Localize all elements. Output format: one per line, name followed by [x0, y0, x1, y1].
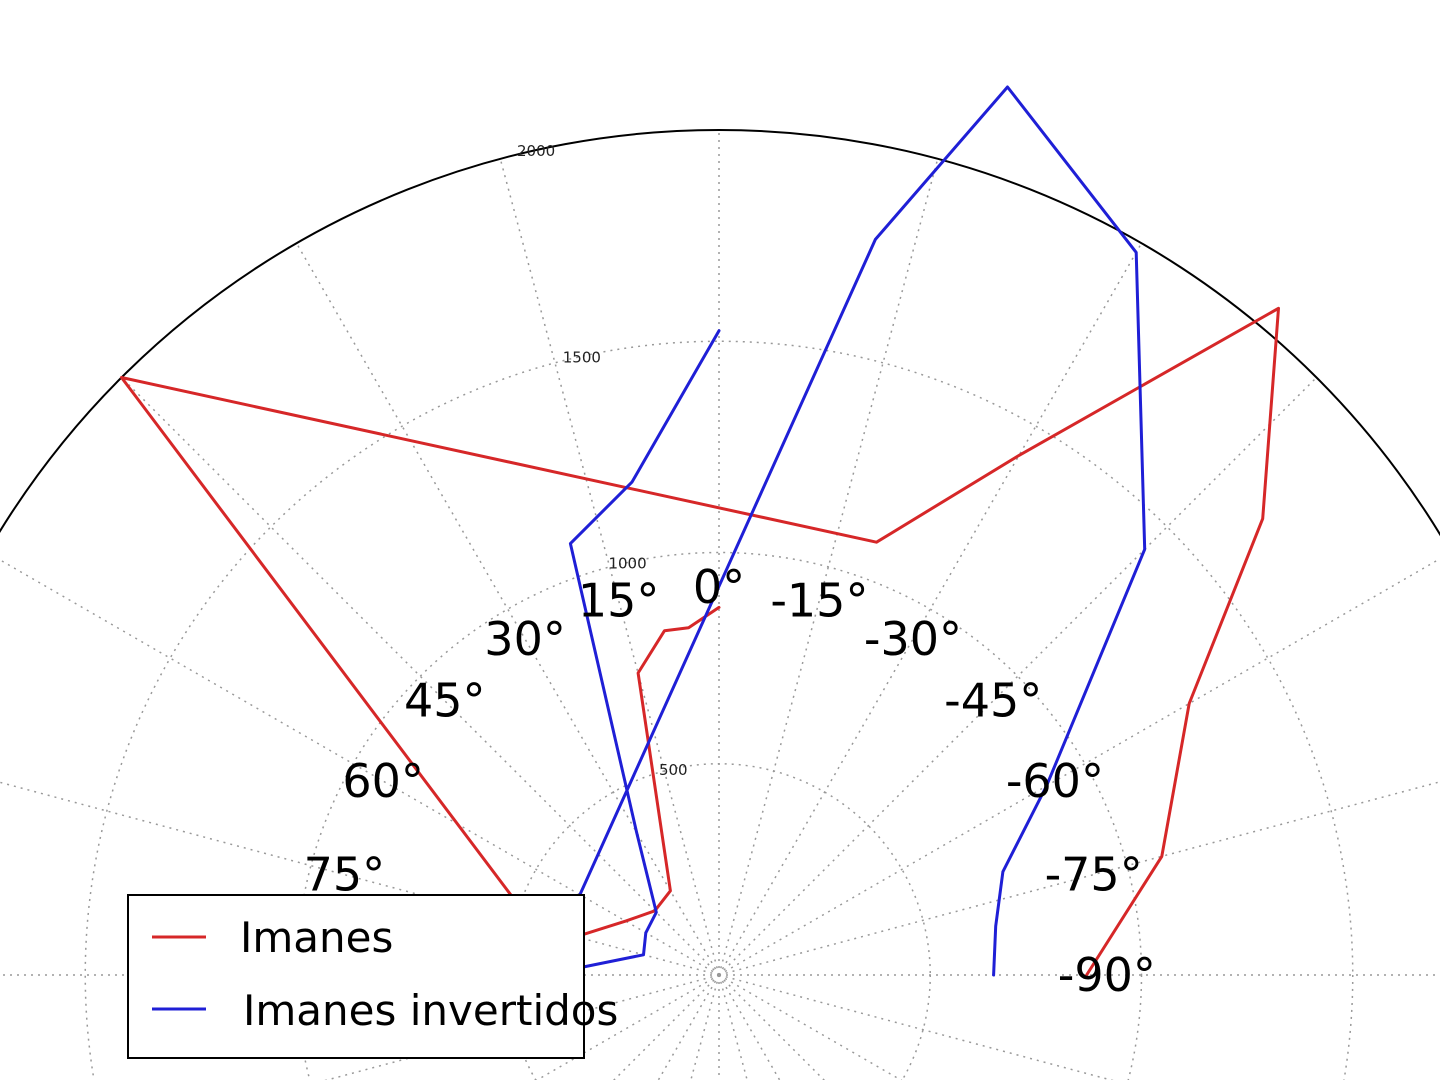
theta-tick-label: -30° — [864, 612, 962, 666]
theta-tick-label: 75° — [304, 848, 386, 902]
theta-gridline — [718, 781, 1440, 976]
r-gridline — [295, 551, 1143, 1080]
theta-tick-label: -45° — [944, 674, 1042, 728]
r-tick-label: 1500 — [563, 348, 601, 366]
theta-gridline — [718, 158, 939, 976]
theta-gridline — [612, 974, 720, 1080]
theta-tick-label: -15° — [770, 573, 868, 627]
theta-gridline — [718, 974, 826, 1080]
r-tick-label: 500 — [659, 761, 688, 779]
theta-gridline — [0, 559, 720, 976]
legend-label-imanes: Imanes — [240, 913, 393, 962]
theta-tick-label: -90° — [1058, 948, 1156, 1002]
legend: Imanes Imanes invertidos — [127, 894, 618, 1059]
theta-gridline — [718, 557, 1440, 976]
theta-gridline — [718, 242, 1143, 976]
legend-box — [127, 894, 585, 1059]
theta-gridline — [718, 974, 748, 1080]
theta-gridline — [718, 974, 903, 1080]
r-gridline — [84, 340, 1354, 1080]
series-layer — [120, 85, 1280, 977]
label-layer: 5001000150020000°15°30°45°60°75°90°-15°-… — [290, 142, 1156, 1002]
polar-frame — [0, 129, 1440, 537]
theta-tick-label: 15° — [578, 573, 660, 627]
theta-tick-label: 60° — [342, 754, 424, 808]
theta-gridline — [120, 376, 720, 976]
legend-label-imanes-invertidos: Imanes invertidos — [243, 986, 618, 1035]
theta-tick-label: -60° — [1006, 754, 1104, 808]
theta-gridline — [499, 158, 720, 976]
theta-gridline — [718, 974, 1114, 1080]
theta-gridline — [295, 242, 720, 976]
r-tick-label: 1000 — [608, 555, 646, 573]
theta-tick-label: 45° — [404, 674, 486, 728]
series-line-imanes-invertidos — [542, 85, 1147, 977]
r-gridline — [507, 763, 931, 1080]
theta-tick-label: 30° — [484, 612, 566, 666]
theta-gridline — [535, 974, 720, 1080]
theta-tick-label: 0° — [693, 560, 745, 614]
theta-gridline — [718, 376, 1318, 976]
r-tick-label: 2000 — [517, 142, 555, 160]
theta-tick-label: -75° — [1045, 848, 1143, 902]
